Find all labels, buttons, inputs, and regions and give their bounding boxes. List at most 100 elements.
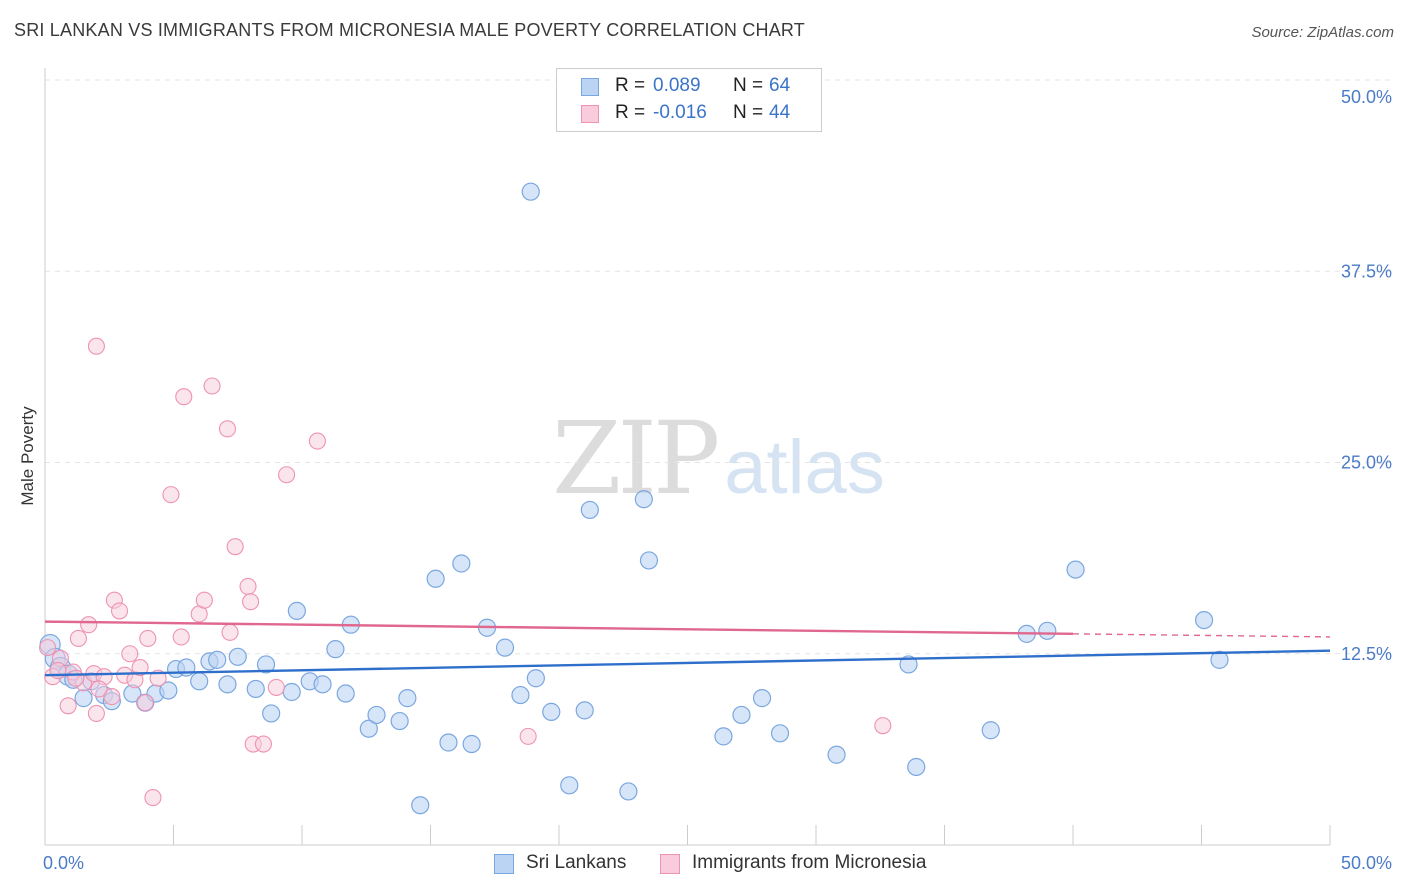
pink-swatch	[581, 105, 599, 123]
micronesia-trend-line	[44, 620, 1074, 636]
sri-lankan-point	[521, 182, 540, 201]
sri-lankan-point	[159, 681, 178, 700]
sri-lankan-point	[732, 705, 751, 725]
sri-lankan-point	[462, 734, 481, 754]
pink-swatch	[660, 854, 680, 874]
grid-lines	[45, 79, 1392, 655]
r-label: R =	[615, 75, 646, 96]
axes	[44, 68, 1331, 846]
sri-lankan-point	[326, 640, 345, 659]
sri-lankan-point	[575, 701, 594, 720]
sri-lankan-point	[439, 733, 458, 752]
sri-lankan-point	[246, 679, 265, 699]
source-credit: Source: ZipAtlas.com	[1251, 24, 1394, 41]
sri-lankan-point	[359, 719, 378, 738]
sri-lankan-point	[208, 650, 227, 669]
blue-swatch	[494, 854, 514, 874]
n-value: 64	[769, 75, 791, 96]
micronesia-point	[131, 658, 149, 677]
micronesia-point	[172, 628, 190, 646]
micronesia-point	[87, 704, 105, 722]
micronesia-point	[103, 688, 121, 706]
micronesia-point	[39, 639, 57, 657]
micronesia-point	[90, 680, 108, 698]
sri-lankans-trend-line	[44, 649, 1331, 677]
micronesia-point	[218, 420, 237, 438]
micronesia-point	[267, 678, 285, 696]
sri-lankan-point	[1194, 610, 1214, 630]
micronesia-point	[136, 694, 154, 712]
sri-lankan-point	[542, 702, 561, 721]
x-tick-label: 50.0%	[1341, 853, 1392, 873]
y-tick-label: 12.5%	[1341, 644, 1392, 664]
x-tick-label: 0.0%	[43, 853, 84, 873]
sri-lankan-point	[426, 569, 445, 588]
sri-lankan-point	[1038, 621, 1057, 640]
tick-labels: 12.5% 25.0% 37.5% 50.0% 0.0% 50.0%	[43, 87, 1392, 873]
trend-lines	[44, 620, 1331, 677]
blue-swatch	[581, 78, 599, 96]
micronesia-point	[195, 591, 213, 609]
sri-lankan-point	[981, 721, 1000, 740]
sri-lankan-point	[560, 776, 579, 795]
y-tick-label: 50.0%	[1341, 87, 1392, 107]
micronesia-point	[175, 388, 193, 406]
sri-lankan-point	[619, 782, 638, 801]
r-label: R =	[615, 102, 646, 123]
micronesia-point	[203, 377, 221, 395]
micronesia-point	[59, 697, 77, 715]
watermark-atlas: atlas	[724, 425, 885, 510]
sri-lankan-point	[287, 601, 306, 621]
micronesia-point	[121, 645, 139, 663]
micronesia-point	[226, 538, 244, 556]
sri-lankan-point	[336, 684, 355, 703]
sri-lankan-point	[634, 490, 653, 509]
r-value: -0.016	[653, 102, 707, 123]
sri-lankan-point	[411, 796, 430, 815]
micronesia-point	[242, 593, 260, 611]
micronesia-point	[139, 629, 157, 648]
micronesia-point	[519, 727, 537, 745]
sri-lankan-point	[827, 745, 846, 764]
micronesia-point	[110, 602, 129, 620]
sri-lankan-point	[639, 551, 659, 570]
micronesia-points	[39, 337, 892, 807]
sri-lankan-point	[228, 647, 247, 666]
micronesia-point	[221, 623, 239, 641]
micronesia-trend-extension	[1072, 633, 1331, 638]
micronesia-point	[254, 735, 273, 753]
micronesia-point	[69, 629, 87, 648]
y-tick-label: 25.0%	[1341, 453, 1392, 473]
sri-lankan-point	[907, 757, 926, 777]
micronesia-point	[87, 337, 105, 355]
micronesia-point	[80, 616, 98, 634]
sri-lankan-point	[580, 500, 599, 520]
sri-lankan-point	[452, 554, 471, 573]
sri-lankan-point	[256, 655, 276, 674]
sri-lankan-point	[282, 682, 301, 702]
chart-title: SRI LANKAN VS IMMIGRANTS FROM MICRONESIA…	[14, 20, 805, 40]
n-label: N =	[733, 102, 764, 123]
n-value: 44	[769, 102, 791, 123]
correlation-stats-box: R = 0.089 N = 64 R = -0.016 N = 44	[556, 68, 822, 132]
micronesia-point	[67, 669, 85, 687]
sri-lankan-point	[770, 724, 790, 743]
micronesia-point	[308, 432, 326, 450]
sri-lankan-point	[714, 727, 733, 746]
micronesia-point	[278, 466, 296, 484]
r-value: 0.089	[653, 75, 701, 96]
micronesia-point	[144, 789, 162, 807]
micronesia-point	[162, 486, 180, 504]
sri-lankan-point	[495, 638, 515, 657]
sri-lankan-point	[367, 705, 386, 725]
sri-lankan-point	[398, 689, 417, 708]
sri-lankan-point	[218, 675, 237, 694]
sri-lankan-point	[526, 669, 545, 688]
n-label: N =	[733, 75, 764, 96]
sri-lankan-point	[1066, 560, 1085, 579]
micronesia-point	[239, 577, 257, 595]
y-tick-label: 37.5%	[1341, 261, 1392, 281]
sri-lankan-point	[74, 689, 93, 708]
sri-lankan-point	[262, 704, 281, 723]
legend-label: Sri Lankans	[526, 852, 627, 873]
